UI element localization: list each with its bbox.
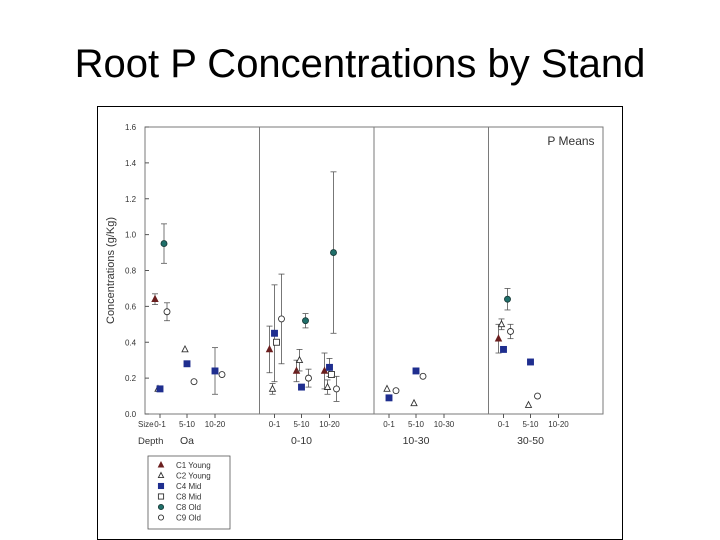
point-c8-mid [273, 338, 280, 346]
point-c4-mid [211, 367, 219, 375]
point-c2-young [383, 384, 391, 392]
point-c1-young [151, 294, 159, 303]
point-c4-mid [385, 394, 393, 402]
point-c4-mid [156, 385, 164, 393]
point-c1-young [494, 334, 503, 342]
legend-label-c9-old: C9 Old [176, 514, 201, 523]
point-c9-old [333, 385, 340, 393]
y-tick-label: 0.6 [125, 302, 137, 311]
legend-label-c4-mid: C4 Mid [176, 482, 201, 491]
size-tick-label: 5-10 [293, 420, 310, 429]
point-c9-old [163, 308, 171, 316]
point-c9-old [305, 374, 312, 382]
y-axis-label: Concentrations (g/Kg) [105, 217, 117, 324]
point-c9-old [507, 328, 514, 335]
point-c4-mid [326, 363, 333, 371]
chart-annotation: P Means [547, 134, 594, 148]
point-c4-mid [298, 383, 305, 391]
point-c2-young [295, 355, 304, 364]
y-tick-label: 1.6 [125, 123, 137, 132]
size-row-label: Size [138, 420, 154, 429]
point-c4-mid [271, 329, 278, 337]
depth-label: Oa [180, 435, 194, 447]
point-c2-young [181, 344, 189, 353]
y-tick-label: 0.8 [125, 267, 137, 276]
point-c2-young [323, 382, 332, 390]
size-tick-label: 10-20 [205, 420, 226, 429]
y-tick-label: 1.4 [125, 159, 137, 168]
y-tick-label: 0.2 [125, 374, 137, 383]
point-c4-mid [183, 360, 191, 368]
size-tick-label: 10-20 [319, 420, 340, 429]
point-c2-young [524, 400, 533, 408]
legend-marker-c1-young [157, 461, 165, 468]
point-c8-mid [328, 371, 335, 378]
depth-label: 0-10 [291, 435, 312, 447]
legend-label-c8-old: C8 Old [176, 503, 201, 512]
slide-title: Root P Concentrations by Stand [74, 42, 646, 86]
chart-figure: 0.0 0.2 0.4 0.6 0.8 1.0 1.2 1.4 1.6 Concentration… [97, 106, 623, 540]
point-c8-old [160, 240, 168, 248]
legend-marker-c8-mid [157, 493, 165, 500]
y-tick-label: 1.0 [125, 231, 137, 240]
point-c4-mid [500, 345, 507, 353]
size-tick-label: 5-10 [522, 420, 539, 429]
point-c9-old [278, 315, 285, 323]
y-tick-label: 0.4 [125, 338, 137, 347]
size-tick-label: 10-20 [548, 420, 569, 429]
size-tick-label: 10-30 [434, 420, 455, 429]
point-c9-old [218, 371, 226, 378]
size-tick-label: 0-1 [498, 420, 510, 429]
size-tick-label: 0-1 [269, 420, 281, 429]
legend-marker-c2-young [157, 471, 165, 479]
point-c2-young [497, 319, 506, 328]
size-tick-label: 0-1 [154, 420, 166, 429]
point-c8-old [504, 295, 511, 303]
point-c2-young [268, 384, 277, 392]
point-c8-old [330, 249, 337, 257]
legend-label-c8-mid: C8 Mid [176, 493, 201, 502]
point-c2-young [410, 398, 418, 407]
point-c1-young [292, 366, 301, 374]
legend-marker-c9-old [157, 514, 165, 521]
legend-marker-c8-old [157, 503, 165, 511]
depth-row-label: Depth [138, 436, 163, 447]
point-c9-old [190, 378, 198, 386]
depth-label: 30-50 [517, 435, 544, 447]
point-c9-old [534, 392, 541, 400]
legend-marker-c4-mid [157, 482, 165, 490]
size-tick-label: 0-1 [383, 420, 395, 429]
y-tick-label: 1.2 [125, 195, 137, 204]
p-concentration-chart: 0.0 0.2 0.4 0.6 0.8 1.0 1.2 1.4 1.6 Concentration… [105, 123, 604, 530]
legend-label-c2-young: C2 Young [176, 472, 211, 481]
point-c1-young [265, 344, 274, 353]
size-tick-label: 5-10 [408, 420, 425, 429]
point-c8-old [302, 317, 309, 325]
size-tick-label: 5-10 [179, 420, 196, 429]
y-tick-label: 0.0 [125, 410, 137, 419]
point-c9-old [419, 372, 427, 380]
point-c4-mid [527, 358, 534, 366]
point-c9-old [392, 387, 400, 395]
legend-label-c1-young: C1 Young [176, 461, 211, 470]
depth-label: 10-30 [403, 435, 430, 447]
point-c1-young [320, 366, 329, 374]
point-c4-mid [412, 367, 420, 375]
